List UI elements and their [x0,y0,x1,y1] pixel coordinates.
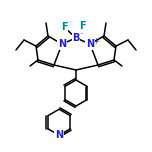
Text: +: + [92,36,98,45]
Text: .: . [65,20,69,30]
Text: N: N [55,130,63,140]
Text: N: N [58,39,66,49]
Text: B: B [72,33,80,43]
Text: F: F [61,22,67,32]
Text: F: F [79,21,85,31]
Text: ⁻: ⁻ [79,31,83,40]
Text: N: N [86,39,94,49]
